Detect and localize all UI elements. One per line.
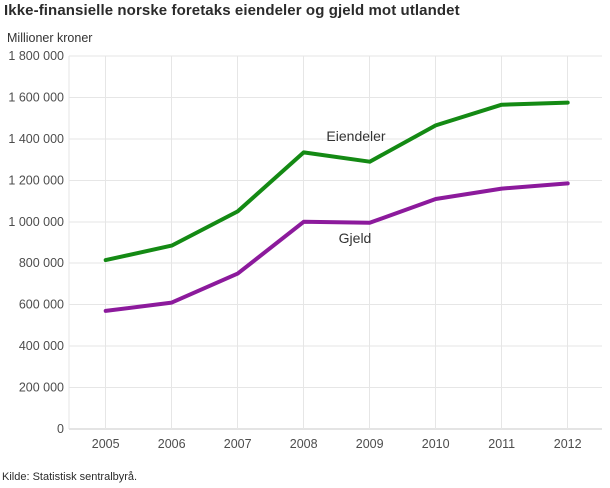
y-tick-label: 1 600 000 <box>8 90 64 104</box>
x-tick-label: 2009 <box>356 437 384 451</box>
series-label-eiendeler: Eiendeler <box>326 128 385 144</box>
series-label-gjeld: Gjeld <box>339 230 372 246</box>
y-tick-label: 400 000 <box>19 339 64 353</box>
x-tick-label: 2005 <box>92 437 120 451</box>
y-tick-label: 0 <box>57 422 64 436</box>
y-tick-label: 1 000 000 <box>8 215 64 229</box>
x-tick-label: 2006 <box>158 437 186 451</box>
y-axis-title: Millioner kroner <box>7 31 93 45</box>
y-tick-label: 1 400 000 <box>8 132 64 146</box>
y-tick-label: 200 000 <box>19 381 64 395</box>
series-line-gjeld <box>103 181 570 313</box>
x-tick-label: 2010 <box>422 437 450 451</box>
x-tick-label: 2011 <box>488 437 515 451</box>
x-tick-label: 2007 <box>224 437 252 451</box>
y-tick-label: 1 800 000 <box>8 49 64 63</box>
source-note: Kilde: Statistisk sentralbyrå. <box>2 471 138 483</box>
y-tick-label: 1 200 000 <box>8 173 64 187</box>
series-line-eiendeler <box>103 100 570 263</box>
chart-title: Ikke-finansielle norske foretaks eiendel… <box>4 2 460 19</box>
y-tick-label: 800 000 <box>19 256 64 270</box>
x-tick-label: 2012 <box>554 437 582 451</box>
x-tick-label: 2008 <box>290 437 318 451</box>
y-tick-label: 600 000 <box>19 298 64 312</box>
